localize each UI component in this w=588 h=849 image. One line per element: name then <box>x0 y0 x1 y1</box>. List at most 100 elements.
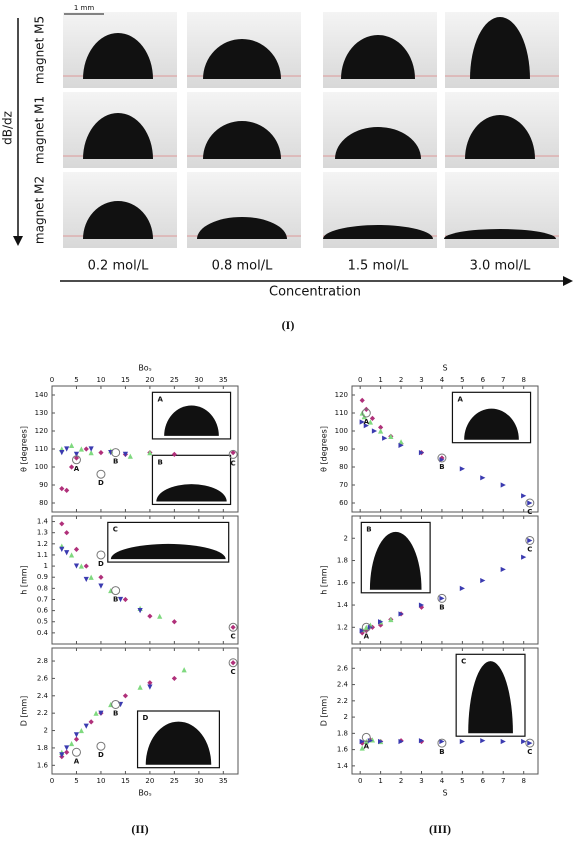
data-point <box>363 423 369 429</box>
data-point <box>367 419 373 425</box>
caption: (III) <box>429 822 451 836</box>
y-tick-label: 1 <box>44 562 48 570</box>
data-point <box>378 428 384 434</box>
inset-label: A <box>457 395 463 403</box>
y-tick-label: 90 <box>39 481 48 489</box>
annotation: A <box>74 757 80 765</box>
x-tick-label: 5 <box>460 376 464 384</box>
drop <box>83 113 153 159</box>
concentration: 1.5 mol/L <box>348 259 409 274</box>
x-tick-label: 15 <box>121 777 130 785</box>
data-point <box>171 451 177 457</box>
data-point <box>64 550 70 556</box>
data-point <box>371 428 378 434</box>
y-tick-label: 1.4 <box>337 762 349 770</box>
data-point <box>83 576 89 583</box>
data-point <box>59 486 65 492</box>
data-point <box>88 450 94 456</box>
y-tick-label: 120 <box>35 427 48 435</box>
annotated-point <box>71 747 81 757</box>
data-point <box>137 684 143 690</box>
y-tick-label: 1.4 <box>337 601 349 609</box>
annotated-point <box>361 622 371 632</box>
y-tick-label: 0.9 <box>37 573 48 581</box>
data-point <box>378 622 384 628</box>
data-point <box>439 457 445 463</box>
data-point <box>480 475 486 481</box>
y-axis-title: h [mm] <box>320 565 329 594</box>
y-tick-label: 1.1 <box>37 551 48 559</box>
drop <box>203 121 281 159</box>
annotated-point <box>96 469 106 479</box>
annotated-point <box>437 453 447 463</box>
x-tick-label: 8 <box>521 777 525 785</box>
data-point <box>88 574 94 580</box>
data-point <box>527 740 533 746</box>
annotated-point <box>96 550 106 560</box>
y-tick-label: 100 <box>35 463 48 471</box>
annotated-point <box>361 732 371 742</box>
x-tick-label: 0 <box>358 777 362 785</box>
data-point <box>78 446 84 452</box>
data-point <box>122 693 129 699</box>
y-axis-title: D [mm] <box>20 696 29 727</box>
data-point <box>78 727 84 734</box>
data-point <box>98 574 104 580</box>
y-tick-label: 2 <box>344 534 348 542</box>
data-point <box>157 613 163 619</box>
x-tick-label: 25 <box>170 376 179 384</box>
annotation: C <box>231 459 236 467</box>
annotation: C <box>527 508 532 516</box>
data-point <box>83 723 89 729</box>
data-point <box>363 624 369 630</box>
annotation: C <box>527 748 532 756</box>
data-point <box>88 719 94 725</box>
y-tick-label: 2.2 <box>37 709 48 717</box>
x-tick-label: 0 <box>50 777 54 785</box>
annotated-point <box>111 448 121 458</box>
data-point <box>363 628 369 634</box>
annotated-point <box>228 658 238 668</box>
concentration: 0.8 mol/L <box>212 259 273 274</box>
y-tick-label: 1.8 <box>37 744 48 752</box>
data-point <box>73 563 80 569</box>
y-tick-label: 110 <box>35 445 48 453</box>
data-point <box>398 442 404 448</box>
data-point <box>382 435 388 441</box>
y-tick-label: 140 <box>35 391 48 399</box>
x-tick-label: 15 <box>121 376 130 384</box>
y-tick-label: 2.2 <box>337 697 348 705</box>
x-tick-label: 2 <box>399 777 403 785</box>
data-point <box>127 453 133 459</box>
data-point <box>359 419 365 425</box>
inset-label: B <box>157 458 162 466</box>
x-tick-label: 5 <box>74 376 78 384</box>
data-point <box>137 608 143 614</box>
data-point <box>359 745 365 751</box>
y-tick-label: 2.4 <box>337 681 349 689</box>
drop <box>470 17 530 79</box>
x-axis-title: S <box>442 364 447 373</box>
annotation: A <box>364 742 370 750</box>
data-point <box>68 552 75 558</box>
annotation: B <box>113 458 118 466</box>
annotation: A <box>364 418 370 426</box>
data-point <box>73 451 80 457</box>
data-point <box>230 660 236 666</box>
data-point <box>59 546 65 552</box>
y-tick-label: 110 <box>335 409 348 417</box>
y-axis-title: h [mm] <box>20 565 29 594</box>
annotated-point <box>96 741 106 751</box>
annotated-point <box>437 738 447 748</box>
data-point <box>64 745 70 751</box>
x-axis-title: Concentration <box>269 285 361 300</box>
data-point <box>64 749 70 755</box>
data-point <box>359 738 365 745</box>
data-point <box>500 482 506 488</box>
x-tick-label: 5 <box>460 777 464 785</box>
y-tick-label: 60 <box>339 499 348 507</box>
data-point <box>378 738 384 745</box>
y-tick-label: 70 <box>339 481 348 489</box>
data-point <box>171 619 177 625</box>
